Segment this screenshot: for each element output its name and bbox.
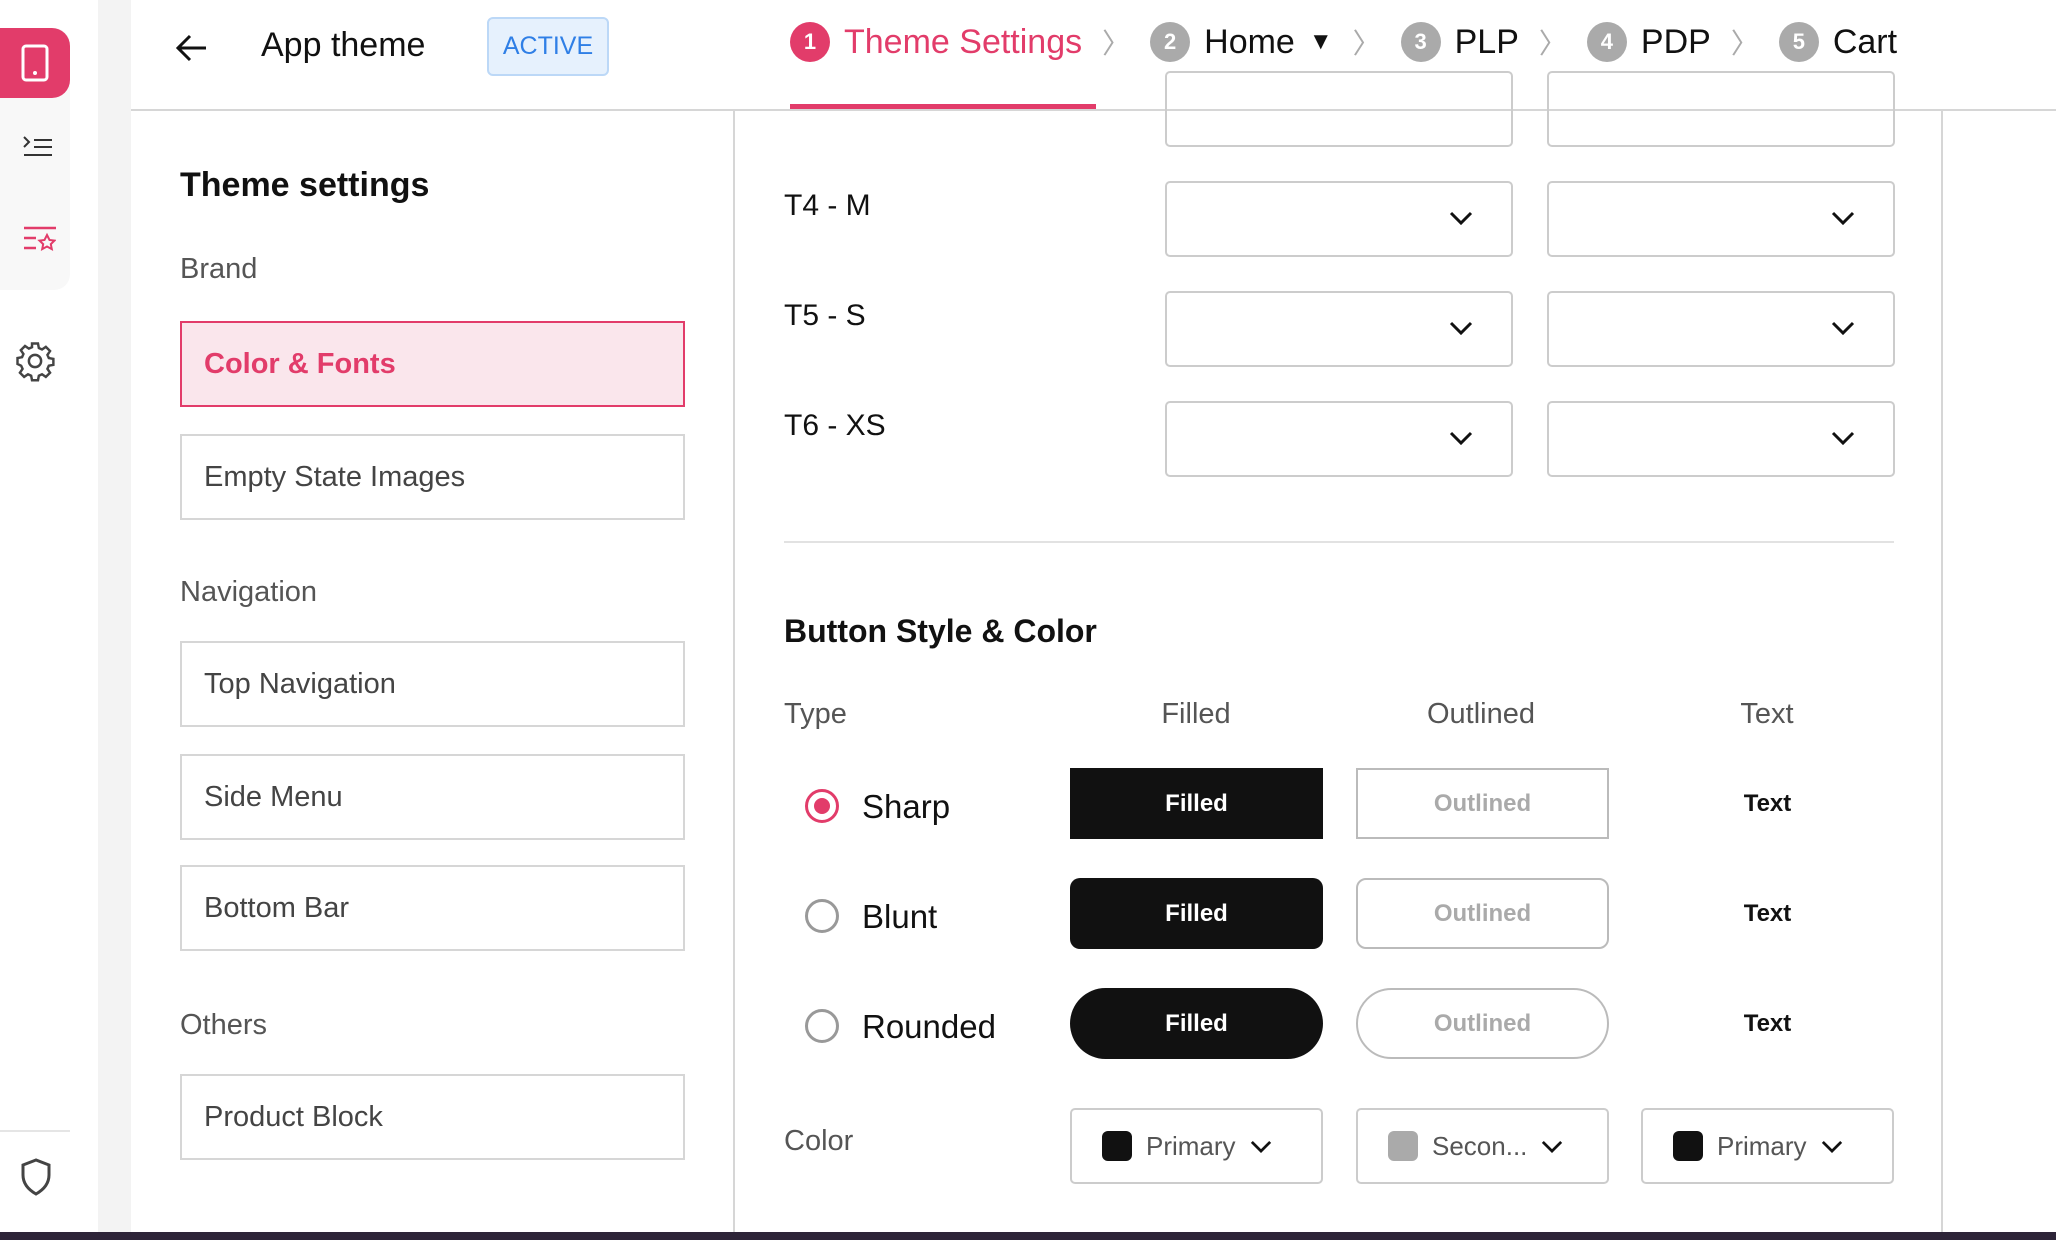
step-number: 5 xyxy=(1778,22,1819,62)
page-title: App theme xyxy=(261,26,426,64)
chevron-down-icon xyxy=(1821,1140,1842,1153)
preview-text-rounded[interactable]: Text xyxy=(1743,1009,1792,1037)
icon-rail xyxy=(0,0,98,1240)
rail-mobile-button[interactable] xyxy=(0,28,70,98)
chevron-down-icon xyxy=(1831,431,1855,445)
sidebar-item-bottom-bar[interactable]: Bottom Bar xyxy=(180,865,685,951)
caret-down-icon[interactable]: ▼ xyxy=(1308,28,1333,55)
chevron-down-icon xyxy=(1250,1140,1271,1153)
list-indent-icon[interactable] xyxy=(22,135,54,163)
list-star-icon[interactable] xyxy=(22,226,56,254)
preview-filled-sharp[interactable]: Filled xyxy=(1070,768,1323,839)
color-swatch xyxy=(1102,1131,1132,1161)
sidebar-item-product-block[interactable]: Product Block xyxy=(180,1074,685,1160)
style-label: Sharp xyxy=(862,788,951,825)
chevron-down-icon xyxy=(1831,321,1855,335)
step-number: 3 xyxy=(1400,22,1441,62)
sidebar-item-side-menu[interactable]: Side Menu xyxy=(180,754,685,840)
chevron-down-icon xyxy=(1449,431,1473,445)
sidebar-item-top-navigation[interactable]: Top Navigation xyxy=(180,641,685,727)
color-swatch xyxy=(1388,1131,1418,1161)
chevron-down-icon xyxy=(1449,321,1473,335)
color-value: Secon... xyxy=(1432,1130,1528,1161)
step-plp[interactable]: PLP xyxy=(1454,22,1519,61)
style-label: Blunt xyxy=(862,898,938,935)
gear-icon[interactable] xyxy=(14,340,56,382)
sidebar-heading: Theme settings xyxy=(180,166,430,204)
column-text: Text xyxy=(1740,698,1794,730)
preview-filled-rounded[interactable]: Filled xyxy=(1070,988,1323,1059)
size-select[interactable] xyxy=(1547,181,1895,257)
group-label: Others xyxy=(180,1009,268,1041)
step-number: 2 xyxy=(1150,22,1191,62)
mobile-icon xyxy=(21,44,49,82)
chevron-right-icon: 〉 xyxy=(1730,28,1759,59)
typography-label: T5 - S xyxy=(784,299,866,332)
radio-rounded[interactable] xyxy=(805,1009,839,1043)
font-select[interactable] xyxy=(1165,291,1513,367)
sidebar-item-empty-state-images[interactable]: Empty State Images xyxy=(180,434,685,520)
rail-divider xyxy=(0,1130,70,1132)
color-swatch xyxy=(1673,1131,1703,1161)
window-bottom-edge xyxy=(0,1232,2056,1240)
section-divider xyxy=(784,541,1894,543)
chevron-right-icon: 〉 xyxy=(1352,28,1381,59)
radio-blunt[interactable] xyxy=(805,899,839,933)
size-select[interactable] xyxy=(1547,291,1895,367)
preview-outlined-sharp[interactable]: Outlined xyxy=(1356,768,1609,839)
preview-filled-blunt[interactable]: Filled xyxy=(1070,878,1323,949)
step-number: 4 xyxy=(1586,22,1627,62)
chevron-down-icon xyxy=(1542,1140,1563,1153)
column-outlined: Outlined xyxy=(1426,698,1536,730)
settings-sidebar: Theme settings Brand Color & Fonts Empty… xyxy=(131,111,735,1240)
chevron-right-icon: 〉 xyxy=(1102,28,1131,59)
step-theme-settings[interactable]: Theme Settings xyxy=(844,22,1083,61)
sidebar-item-color-fonts[interactable]: Color & Fonts xyxy=(180,321,685,407)
filled-color-select[interactable]: Primary xyxy=(1070,1108,1323,1184)
back-arrow-icon[interactable] xyxy=(176,34,208,62)
outlined-color-select[interactable]: Secon... xyxy=(1356,1108,1609,1184)
font-select[interactable] xyxy=(1165,71,1513,147)
color-label: Color xyxy=(784,1125,854,1157)
text-color-select[interactable]: Primary xyxy=(1641,1108,1894,1184)
typography-label: T4 - M xyxy=(784,189,871,222)
font-select[interactable] xyxy=(1165,401,1513,477)
column-filled: Filled xyxy=(1161,698,1231,730)
preview-outlined-blunt[interactable]: Outlined xyxy=(1356,878,1609,949)
group-label: Navigation xyxy=(180,576,318,608)
stepper: 1 Theme Settings 〉 2 Home ▼ 〉 3 PLP 〉 4 … xyxy=(790,22,1897,62)
chevron-down-icon xyxy=(1831,211,1855,225)
font-select[interactable] xyxy=(1547,71,1895,147)
step-cart[interactable]: Cart xyxy=(1832,22,1898,61)
color-value: Primary xyxy=(1146,1130,1236,1161)
step-number: 1 xyxy=(790,22,830,62)
group-label: Brand xyxy=(180,253,258,285)
active-step-underline xyxy=(790,104,1096,109)
preview-outlined-rounded[interactable]: Outlined xyxy=(1356,988,1609,1059)
gutter xyxy=(98,0,131,1240)
button-section-heading: Button Style & Color xyxy=(784,613,1097,649)
size-select[interactable] xyxy=(1547,401,1895,477)
column-type: Type xyxy=(784,698,847,730)
color-value: Primary xyxy=(1717,1130,1807,1161)
font-select[interactable] xyxy=(1165,181,1513,257)
chevron-right-icon: 〉 xyxy=(1538,28,1567,59)
chevron-down-icon xyxy=(1449,211,1473,225)
top-header: App theme ACTIVE 1 Theme Settings 〉 2 Ho… xyxy=(131,0,2056,111)
preview-text-blunt[interactable]: Text xyxy=(1743,899,1792,927)
step-pdp[interactable]: PDP xyxy=(1640,22,1711,61)
typography-label: T6 - XS xyxy=(784,409,886,442)
preview-text-sharp[interactable]: Text xyxy=(1743,789,1792,817)
settings-content: T4 - M T5 - S T6 - XS Button Style & Col… xyxy=(735,71,1943,1232)
radio-sharp[interactable] xyxy=(805,789,839,823)
shield-icon[interactable] xyxy=(20,1158,52,1196)
step-home[interactable]: Home xyxy=(1204,22,1295,61)
style-label: Rounded xyxy=(862,1008,996,1045)
status-badge: ACTIVE xyxy=(487,17,609,76)
